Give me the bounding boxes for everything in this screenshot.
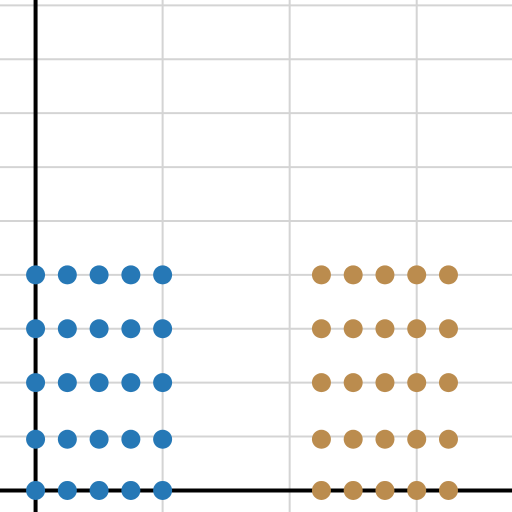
data-point-s1-13 [90, 373, 109, 392]
data-point-s1-14 [121, 373, 140, 392]
data-point-s1-18 [90, 319, 109, 338]
data-point-s1-2 [58, 481, 77, 500]
data-point-s1-22 [58, 265, 77, 284]
data-point-s2-16 [312, 319, 331, 338]
data-point-s2-19 [407, 319, 426, 338]
data-point-s1-8 [90, 430, 109, 449]
data-point-s1-19 [121, 319, 140, 338]
data-point-s1-12 [58, 373, 77, 392]
data-point-s2-3 [375, 481, 394, 500]
data-point-s2-24 [407, 265, 426, 284]
data-point-s2-11 [312, 373, 331, 392]
data-point-s1-3 [90, 481, 109, 500]
data-point-s1-20 [153, 319, 172, 338]
data-point-s2-22 [344, 265, 363, 284]
data-point-s2-5 [439, 481, 458, 500]
data-point-s2-2 [344, 481, 363, 500]
data-point-s1-24 [121, 265, 140, 284]
data-point-s1-11 [26, 373, 45, 392]
data-point-s2-12 [344, 373, 363, 392]
data-point-s2-14 [407, 373, 426, 392]
data-point-s2-21 [312, 265, 331, 284]
data-point-s2-13 [375, 373, 394, 392]
data-point-s1-17 [58, 319, 77, 338]
data-point-s1-21 [26, 265, 45, 284]
data-point-s2-1 [312, 481, 331, 500]
data-point-s2-20 [439, 319, 458, 338]
data-point-s2-25 [439, 265, 458, 284]
data-point-s1-15 [153, 373, 172, 392]
data-point-s2-7 [344, 430, 363, 449]
data-point-s1-25 [153, 265, 172, 284]
data-point-s2-17 [344, 319, 363, 338]
data-point-s2-15 [439, 373, 458, 392]
data-point-s1-4 [121, 481, 140, 500]
data-point-s2-18 [375, 319, 394, 338]
data-point-s1-6 [26, 430, 45, 449]
data-point-s2-9 [407, 430, 426, 449]
data-point-s2-4 [407, 481, 426, 500]
data-point-s1-7 [58, 430, 77, 449]
data-point-s1-9 [121, 430, 140, 449]
data-point-s1-10 [153, 430, 172, 449]
data-point-s1-5 [153, 481, 172, 500]
data-point-s2-23 [375, 265, 394, 284]
data-point-s1-16 [26, 319, 45, 338]
data-point-s2-10 [439, 430, 458, 449]
data-point-s1-1 [26, 481, 45, 500]
data-point-s1-23 [90, 265, 109, 284]
data-point-s2-6 [312, 430, 331, 449]
data-point-s2-8 [375, 430, 394, 449]
